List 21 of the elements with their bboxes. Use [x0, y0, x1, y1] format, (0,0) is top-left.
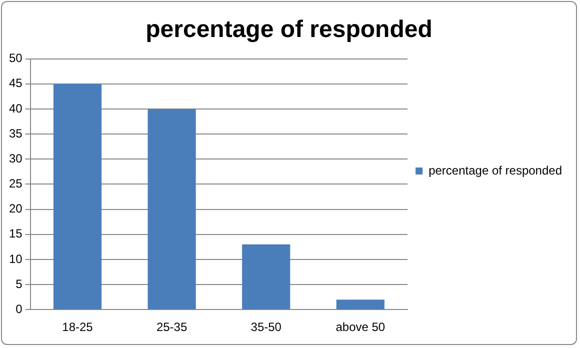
- x-tick-label: 18-25: [62, 320, 94, 334]
- y-tick-label: 35: [8, 126, 23, 140]
- bar: [336, 300, 384, 310]
- y-tick-label: 0: [16, 302, 23, 316]
- y-tick-label: 45: [8, 76, 23, 90]
- y-tick-label: 20: [8, 202, 23, 216]
- bar: [53, 84, 102, 310]
- y-tick-label: 15: [8, 226, 23, 241]
- bar: [242, 244, 290, 310]
- y-tick-label: 25: [8, 176, 23, 191]
- bar: [148, 108, 196, 310]
- x-tick-label: 25-35: [156, 320, 188, 334]
- x-tick-label: above 50: [336, 320, 386, 334]
- y-tick-label: 50: [8, 51, 23, 66]
- y-tick-label: 5: [16, 276, 23, 291]
- chart-title: percentage of responded: [146, 16, 432, 44]
- y-tick-label: 40: [8, 101, 23, 116]
- y-tick-label: 30: [8, 151, 23, 166]
- x-tick-label: 35-50: [250, 320, 282, 334]
- y-tick-label: 10: [8, 252, 23, 266]
- legend-label: percentage of responded: [428, 163, 562, 178]
